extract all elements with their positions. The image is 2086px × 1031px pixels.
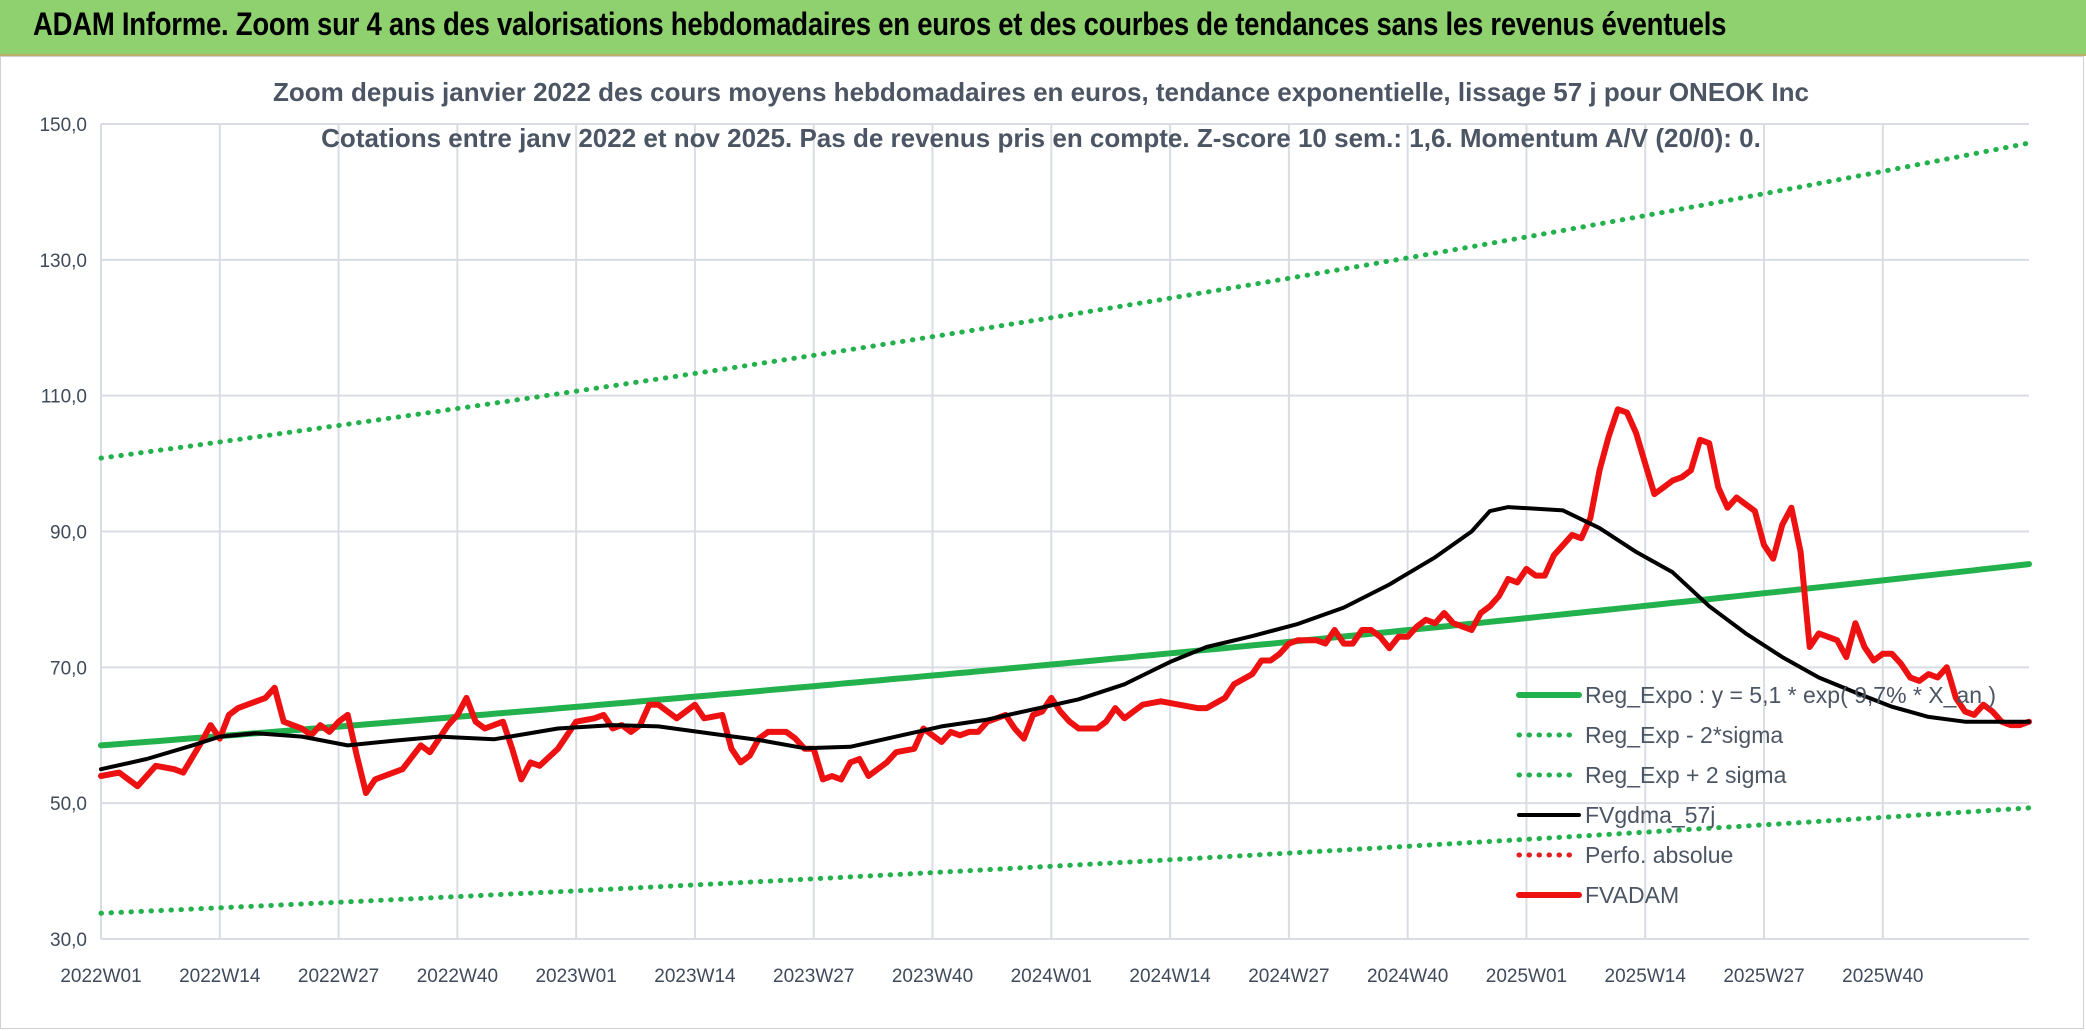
legend-label: Reg_Expo : y = 5,1 * exp( 9,7% * X_an ) [1585, 682, 1996, 708]
x-tick-label: 2023W27 [773, 966, 854, 987]
x-tick-label: 2023W40 [892, 966, 973, 987]
x-tick-label: 2025W40 [1842, 966, 1923, 987]
y-tick-label: 110,0 [41, 387, 87, 408]
x-tick-label: 2024W14 [1129, 966, 1211, 987]
x-tick-label: 2023W01 [535, 966, 616, 987]
series-line-reg-expo [98, 561, 2032, 749]
series-line-fvgdma-57j [99, 505, 2031, 772]
x-tick-label: 2022W01 [60, 966, 141, 987]
legend: Reg_Expo : y = 5,1 * exp( 9,7% * X_an ) R… [1516, 682, 1996, 908]
series-line-reg-exp [98, 805, 2032, 916]
y-tick-label: 50,0 [50, 794, 87, 815]
series-line-reg-exp [98, 140, 2032, 461]
chart-frame: 30,0 50,0 70,0 90,0 110,0 130,0 150,0 2022W01 2… [0, 56, 2084, 1029]
x-axis-ticks: 2022W01 2022W14 2022W27 2022W40 2023W01 2023W… [60, 966, 1923, 987]
y-tick-label: 90,0 [50, 523, 87, 544]
chart-subtitle-line-2: Cotations entre janv 2022 et nov 2025. P… [321, 123, 1761, 153]
y-tick-label: 70,0 [50, 658, 87, 679]
x-tick-label: 2024W27 [1248, 966, 1329, 987]
legend-label: Reg_Exp + 2 sigma [1585, 762, 1787, 788]
grid-lines [100, 123, 2029, 940]
x-tick-label: 2025W14 [1605, 966, 1687, 987]
x-tick-label: 2023W14 [654, 966, 736, 987]
chart-subtitle-line-1: Zoom depuis janvier 2022 des cours moyen… [273, 77, 1809, 107]
header-bar: ADAM Informe. Zoom sur 4 ans des valoris… [0, 0, 2086, 56]
x-tick-label: 2024W01 [1011, 966, 1092, 987]
legend-label: FVgdma_57j [1585, 802, 1715, 828]
series [98, 140, 2032, 916]
x-tick-label: 2022W14 [179, 966, 261, 987]
x-tick-label: 2025W01 [1486, 966, 1567, 987]
y-tick-label: 30,0 [50, 930, 87, 951]
legend-label: Perfo. absolue [1585, 842, 1733, 868]
x-tick-label: 2024W40 [1367, 966, 1448, 987]
x-tick-label: 2022W27 [298, 966, 379, 987]
y-tick-label: 130,0 [39, 251, 87, 272]
legend-label: FVADAM [1585, 882, 1679, 908]
y-tick-label: 150,0 [39, 115, 87, 136]
legend-label: Reg_Exp - 2*sigma [1585, 722, 1783, 748]
x-tick-label: 2022W40 [417, 966, 498, 987]
x-tick-label: 2025W27 [1723, 966, 1804, 987]
series-line-fvadam [98, 406, 2032, 796]
report-title: ADAM Informe. Zoom sur 4 ans des valoris… [33, 6, 1727, 42]
y-axis-ticks: 30,0 50,0 70,0 90,0 110,0 130,0 150,0 [39, 115, 87, 951]
